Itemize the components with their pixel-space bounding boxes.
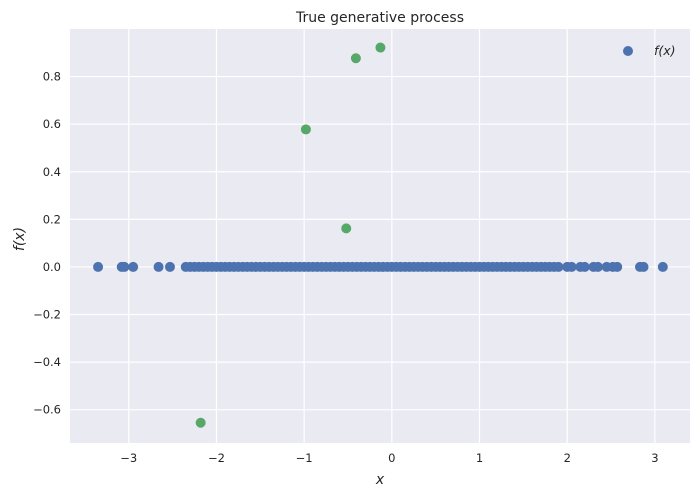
sample-point — [350, 53, 361, 64]
sample-point — [341, 223, 352, 234]
y-tick-label: −0.2 — [33, 308, 61, 322]
fx-point — [612, 261, 623, 272]
sample-point — [375, 42, 386, 53]
legend-label: f(x) — [654, 43, 676, 58]
x-tick-label: 0 — [388, 451, 395, 465]
x-tick-label: 3 — [651, 451, 658, 465]
fx-point — [128, 261, 139, 272]
y-tick-label: 0.8 — [43, 70, 61, 84]
y-tick-label: 0.4 — [43, 165, 61, 179]
legend-marker — [623, 46, 633, 56]
plot-background — [70, 29, 690, 443]
fx-point — [93, 261, 104, 272]
y-tick-labels: −0.6 −0.4 −0.2 0.0 0.2 0.4 0.6 0.8 — [33, 70, 61, 417]
sample-point — [300, 124, 311, 135]
fx-point — [657, 261, 668, 272]
y-axis-label: f(x) — [12, 227, 28, 251]
x-tick-labels: −3 −2 −1 0 1 2 3 — [120, 451, 658, 465]
x-tick-label: 2 — [564, 451, 571, 465]
x-tick-label: −1 — [296, 451, 313, 465]
y-tick-label: 0.6 — [43, 117, 61, 131]
fx-point — [638, 261, 649, 272]
data-points — [93, 42, 668, 428]
x-tick-label: 1 — [476, 451, 483, 465]
y-tick-label: −0.4 — [33, 355, 61, 369]
fx-point — [592, 261, 603, 272]
fx-point — [553, 261, 564, 272]
sample-point — [195, 417, 206, 428]
y-tick-label: 0.0 — [43, 260, 61, 274]
legend: f(x) — [623, 43, 676, 58]
y-tick-label: −0.6 — [33, 403, 61, 417]
y-tick-label: 0.2 — [43, 212, 61, 226]
fx-point — [579, 261, 590, 272]
fx-point — [153, 261, 164, 272]
fx-point — [566, 261, 577, 272]
x-tick-label: −3 — [120, 451, 137, 465]
x-tick-label: −2 — [208, 451, 225, 465]
x-axis-label: x — [375, 472, 385, 488]
chart-title: True generative process — [295, 10, 464, 26]
fx-point — [164, 261, 175, 272]
fx-point — [119, 261, 130, 272]
